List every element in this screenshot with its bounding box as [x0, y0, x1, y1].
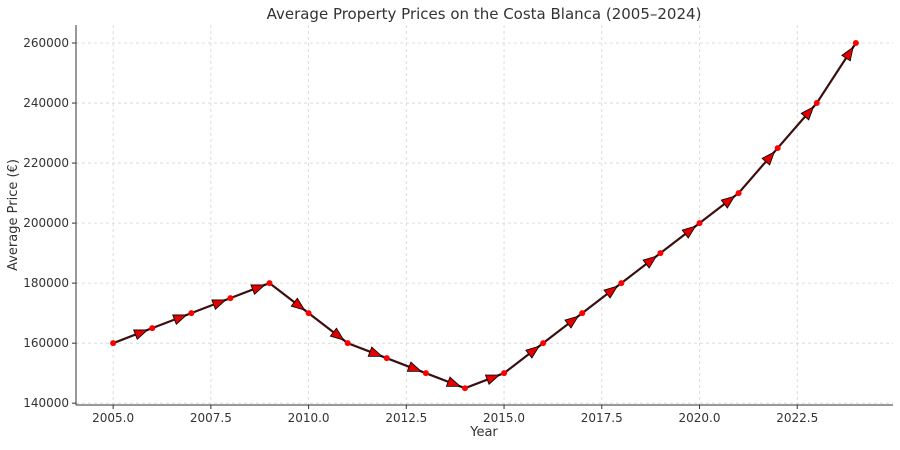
x-axis-label: Year [469, 425, 498, 440]
arrow-head [841, 46, 854, 62]
y-tick-label: 160000 [23, 336, 69, 350]
y-tick-label: 140000 [23, 396, 69, 410]
chart-title: Average Property Prices on the Costa Bla… [267, 5, 702, 23]
arrow-head [133, 329, 149, 340]
data-point [540, 340, 547, 347]
data-point [618, 280, 625, 287]
arrow-head [525, 345, 541, 359]
y-tick-label: 260000 [23, 36, 69, 50]
data-point [774, 145, 781, 152]
data-point [852, 40, 859, 47]
data-point [657, 250, 664, 257]
arrow-head [564, 315, 580, 329]
data-point [461, 385, 468, 392]
data-point [383, 355, 390, 362]
arrow-head [406, 361, 423, 372]
data-point [227, 295, 234, 302]
data-point [735, 190, 742, 197]
arrow-head [642, 255, 658, 269]
y-tick-label: 180000 [23, 276, 69, 290]
data-point [813, 100, 820, 107]
data-point [579, 310, 586, 317]
data-point [149, 325, 156, 332]
data-point [188, 310, 195, 317]
x-tick-label: 2010.0 [288, 411, 330, 425]
data-point [110, 340, 117, 347]
arrow-head [211, 299, 227, 310]
arrow-head [603, 285, 619, 299]
arrow-head [445, 376, 462, 387]
x-tick-label: 2015.0 [483, 411, 525, 425]
arrow-head [172, 314, 188, 325]
price-line [112, 42, 857, 390]
x-tick-label: 2007.5 [190, 411, 232, 425]
x-tick-label: 2005.0 [92, 411, 134, 425]
x-tick-label: 2017.5 [581, 411, 623, 425]
data-point [501, 370, 508, 377]
y-tick-label: 220000 [23, 156, 69, 170]
arrow-head [484, 374, 501, 385]
arrow-head [761, 150, 776, 166]
data-point [305, 310, 312, 317]
data-point [344, 340, 351, 347]
grid [76, 25, 893, 405]
arrow-head [367, 346, 384, 357]
axes: 2005.0 2007.5 2010.0 2012.5 2015.0 2017.5 2020… [23, 25, 893, 425]
arrow-head [720, 195, 736, 209]
data-point [696, 220, 703, 227]
y-tick-label: 240000 [23, 96, 69, 110]
x-tick-label: 2012.5 [385, 411, 427, 425]
data-point [422, 370, 429, 377]
series-line [110, 40, 859, 392]
y-axis-label: Average Price (€) [6, 159, 21, 271]
x-tick-label: 2022.5 [776, 411, 818, 425]
arrow-head [290, 297, 306, 311]
data-point [266, 280, 273, 287]
x-tick-label: 2020.0 [679, 411, 721, 425]
y-tick-label: 200000 [23, 216, 69, 230]
arrow-head [250, 284, 266, 295]
arrow-head [329, 327, 345, 341]
arrow-head [681, 225, 697, 239]
arrow-head [800, 105, 815, 121]
